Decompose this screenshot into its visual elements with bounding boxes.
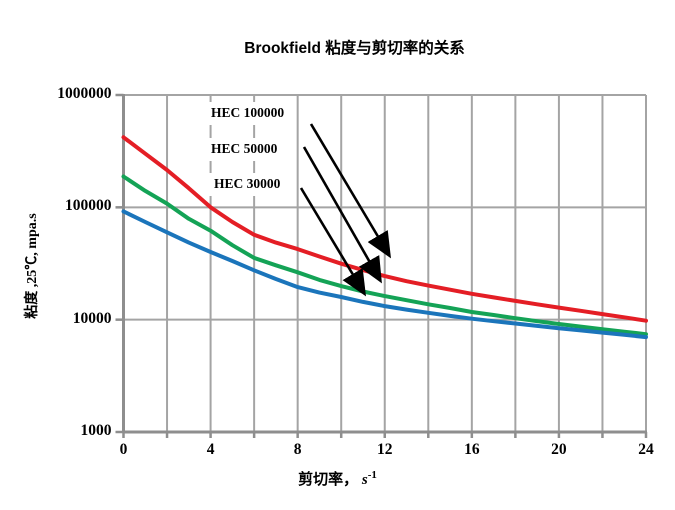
x-axis-title: 剪切率， s-1 (0, 468, 675, 489)
y-tick-label-1000: 1000 (80, 422, 112, 439)
y-axis-title: 粘度 ,25℃, mpa.s (25, 213, 40, 319)
chart-title: Brookfield 粘度与剪切率的关系 (244, 40, 465, 57)
x-tick-label-0: 0 (119, 441, 128, 458)
x-axis-title-text: 剪切率， (298, 472, 359, 488)
x-tick-label-20: 20 (551, 441, 567, 458)
x-tick-label-4: 4 (206, 441, 215, 458)
x-axis-unit: s (361, 472, 368, 488)
series-label-hec-30000: HEC 30000 (209, 173, 288, 196)
series-label-hec-50000: HEC 50000 (206, 138, 285, 161)
x-tick-label-8: 8 (293, 441, 302, 458)
y-tick-label-1000000: 1000000 (57, 85, 112, 102)
y-tick-label-10000: 10000 (72, 309, 112, 327)
x-tick-label-12: 12 (377, 441, 393, 458)
y-tick-label-100000: 100000 (65, 197, 112, 215)
x-tick-label-16: 16 (464, 441, 480, 458)
x-tick-label-24: 24 (638, 441, 654, 458)
series-label-hec-100000: HEC 100000 (206, 102, 292, 125)
x-axis-unit-exponent: -1 (367, 469, 377, 481)
